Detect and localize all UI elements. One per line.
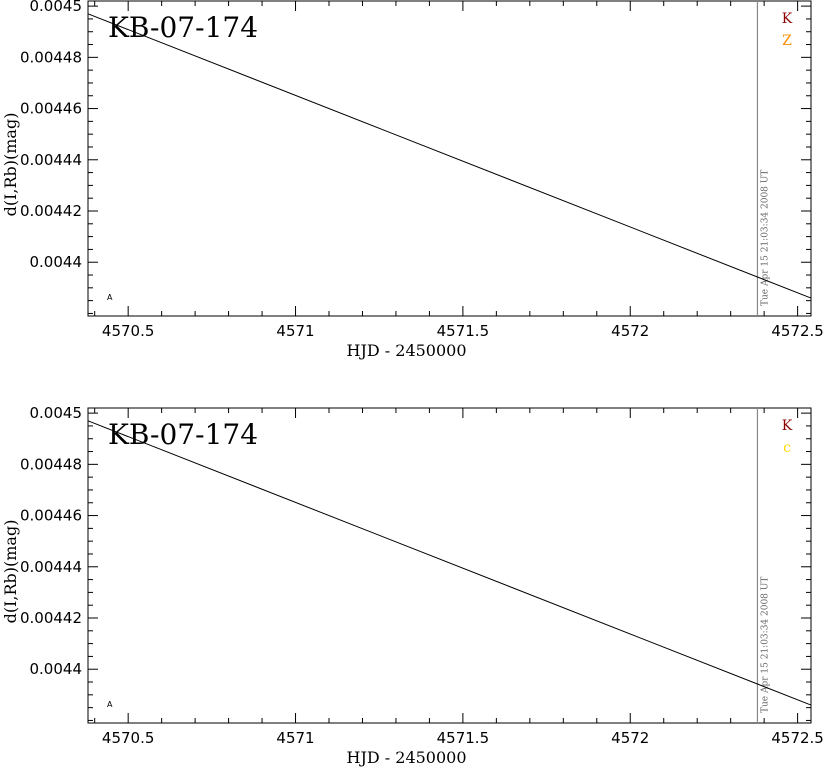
x-tick-label: 4571.5 — [437, 322, 490, 340]
x-axis-label: HJD - 2450000 — [346, 748, 466, 767]
x-tick-label: 4571 — [276, 729, 314, 747]
plot-frame — [87, 0, 812, 317]
chart-title: KB-07-174 — [108, 11, 258, 44]
y-tick-label: 0.0045 — [30, 404, 83, 422]
x-tick-label: 4572 — [611, 729, 649, 747]
x-tick-label: 4572.5 — [771, 729, 824, 747]
panel-marker: A — [107, 293, 113, 302]
panel-marker: A — [107, 700, 113, 709]
y-tick-label: 0.00444 — [20, 558, 82, 576]
y-tick-label: 0.00448 — [20, 455, 82, 473]
y-tick-label: 0.0045 — [30, 0, 83, 15]
x-tick-label: 4570.5 — [102, 322, 155, 340]
series-line-1 — [87, 420, 812, 706]
x-tick-label: 4571.5 — [437, 729, 490, 747]
y-tick-label: 0.00442 — [20, 609, 82, 627]
timestamp-label: Tue Apr 15 21:03:34 2008 UT — [760, 170, 770, 306]
chart-panel-1: 4570.5 4571 4571.5 4572 4572.5 0.0044 0.00442 0… — [1, 0, 824, 360]
y-axis-label: d(I,Rb)(mag) — [1, 113, 20, 217]
x-tick-label: 4572.5 — [771, 322, 824, 340]
chart-panel-2: 4570.5 4571 4571.5 4572 4572.5 0.0044 0.00442 0… — [1, 404, 824, 767]
legend-entry: K — [782, 11, 793, 27]
timestamp-label: Tue Apr 15 21:03:34 2008 UT — [760, 577, 770, 713]
y-tick-label: 0.00444 — [20, 151, 82, 169]
y-tick-label: 0.00448 — [20, 48, 82, 66]
legend-entry: c — [783, 440, 791, 456]
legend-entry: K — [782, 418, 793, 434]
legend-entry: Z — [782, 33, 792, 49]
y-tick-label: 0.0044 — [30, 660, 83, 678]
x-tick-label: 4572 — [611, 322, 649, 340]
y-axis-label: d(I,Rb)(mag) — [1, 520, 20, 624]
y-tick-label: 0.00446 — [20, 100, 82, 118]
x-tick-label: 4571 — [276, 322, 314, 340]
series-line-1 — [87, 13, 812, 299]
plot-frame — [87, 407, 812, 724]
chart-title: KB-07-174 — [108, 418, 258, 451]
y-tick-label: 0.00442 — [20, 202, 82, 220]
y-tick-label: 0.0044 — [30, 253, 83, 271]
x-axis-label: HJD - 2450000 — [346, 341, 466, 360]
x-tick-label: 4570.5 — [102, 729, 155, 747]
y-tick-label: 0.00446 — [20, 507, 82, 525]
